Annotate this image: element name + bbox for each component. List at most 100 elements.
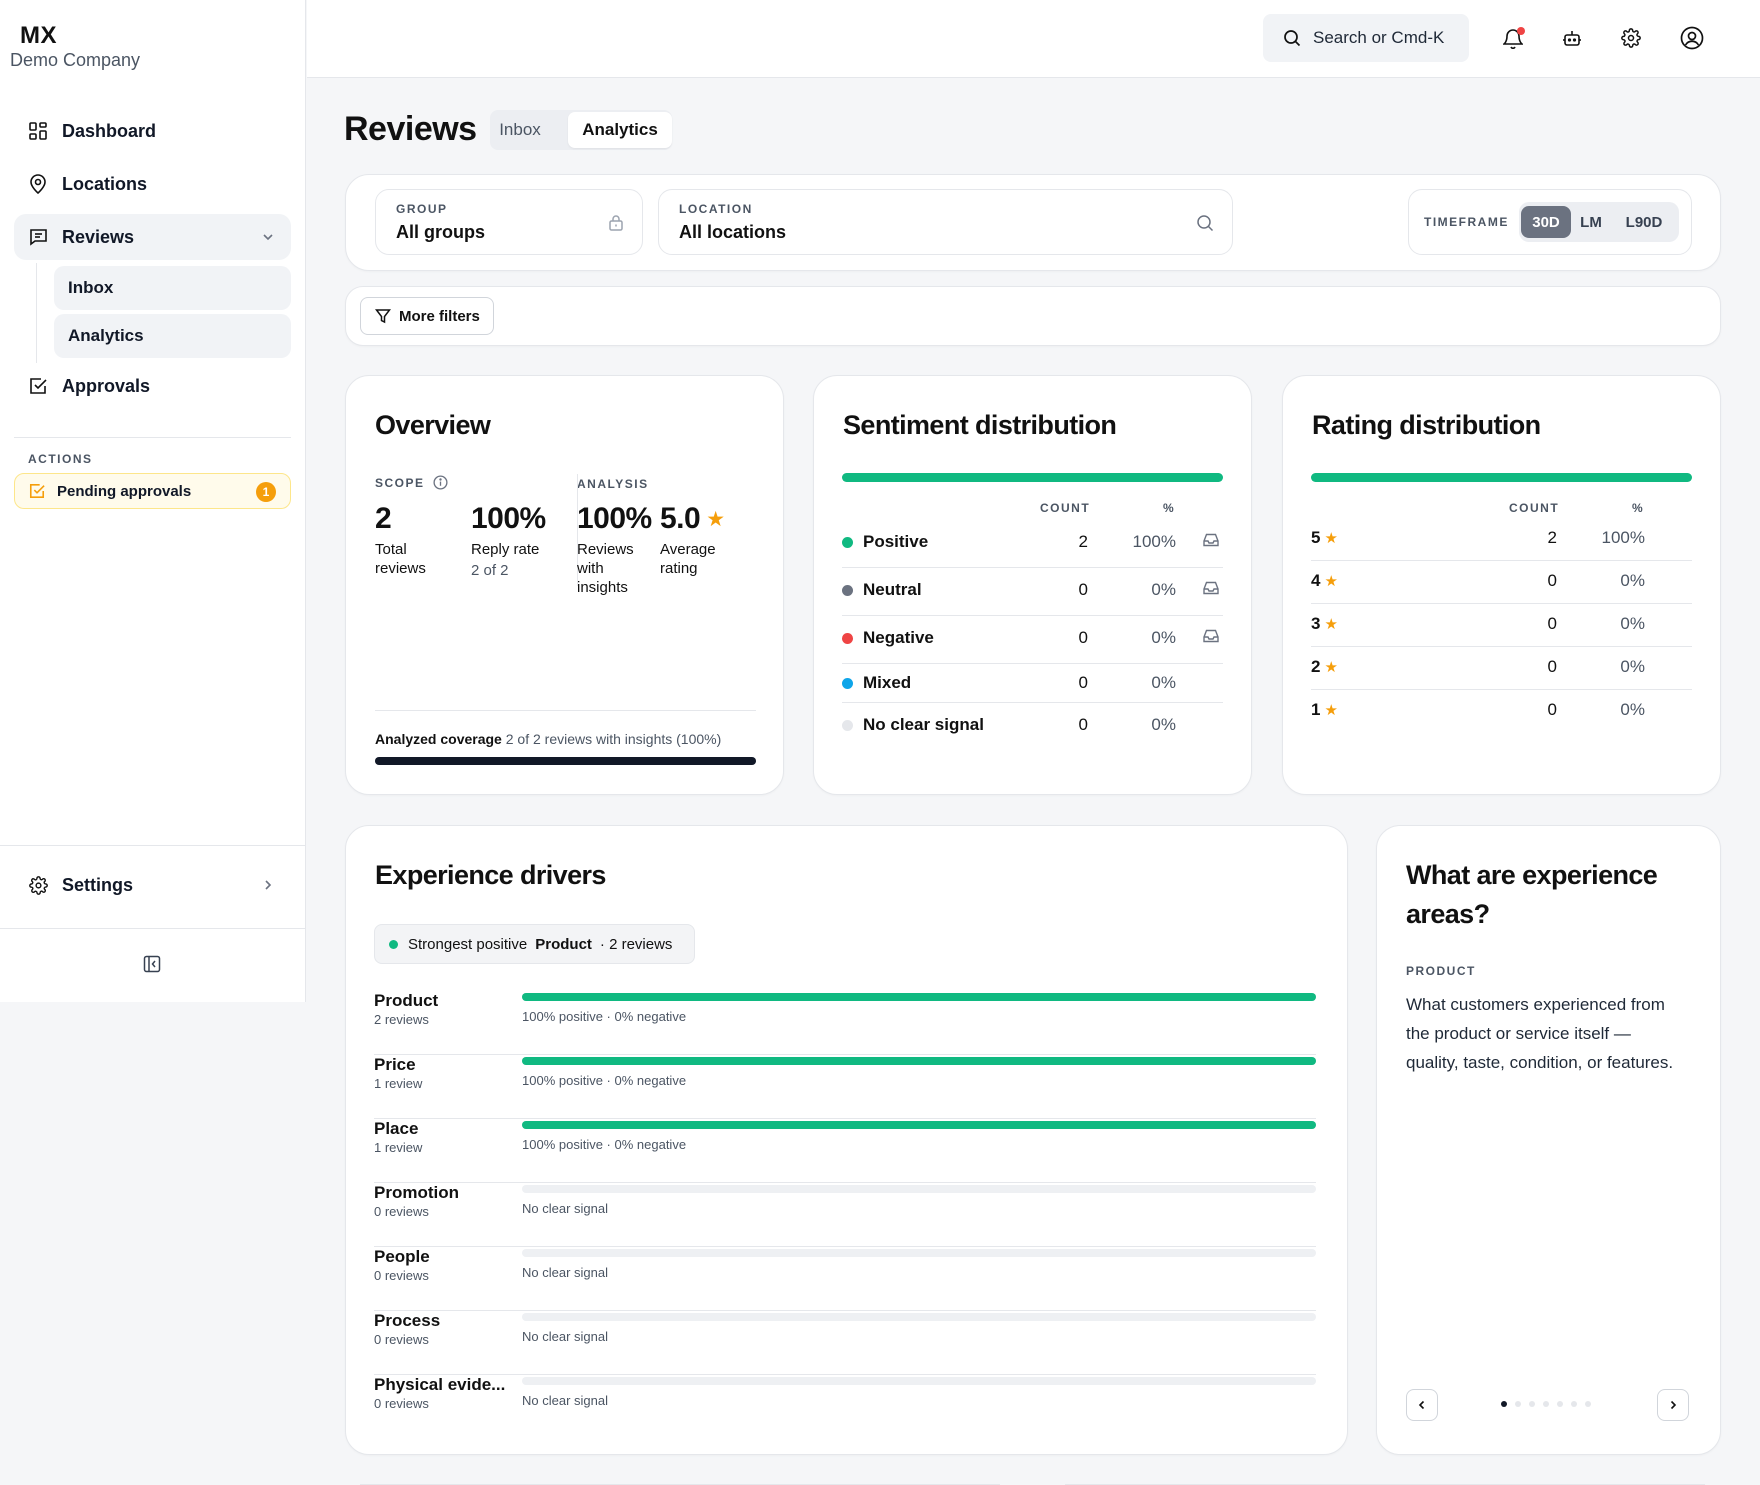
sidebar-item-settings[interactable]: Settings [14,862,291,908]
sidebar-item-label: Approvals [62,375,151,396]
group-filter[interactable]: GROUP All groups [375,189,643,255]
timeframe-label: TIMEFRAME [1424,215,1509,229]
timeframe-options: 30D LM L90D [1519,202,1679,242]
rating-percent: 0% [1620,700,1645,719]
gear-icon[interactable] [1618,25,1644,51]
sentiment-label: Positive [842,532,928,552]
coverage-progress [375,757,756,765]
strongest-positive-chip: Strongest positive Product · 2 reviews [374,924,695,964]
driver-sentiment-bar [522,1377,1316,1385]
rating-percent: 100% [1601,528,1645,547]
location-filter-label: LOCATION [679,202,753,216]
scope-heading: SCOPE [375,475,448,490]
notification-bell-icon[interactable] [1500,25,1526,51]
more-filters-label: More filters [399,307,480,325]
driver-sentiment-text: No clear signal [522,1329,608,1344]
inbox-icon[interactable] [1203,533,1219,552]
rating-row: 4 ★ 0 0% [1311,561,1692,604]
rating-percent: 0% [1620,571,1645,590]
driver-name: People [374,1247,430,1266]
driver-name: Product [374,991,439,1010]
pager-dot[interactable] [1585,1401,1591,1407]
inbox-icon[interactable] [1203,581,1219,600]
sidebar-subitem-inbox[interactable]: Inbox [54,266,291,310]
location-filter[interactable]: LOCATION All locations [658,189,1233,255]
bot-icon[interactable] [1559,25,1585,51]
strongest-suffix: · 2 reviews [599,935,673,953]
driver-sentiment-bar [522,1313,1316,1321]
pager-dot[interactable] [1515,1401,1521,1407]
sidebar-item-approvals[interactable]: Approvals [14,363,291,409]
driver-count: 0 reviews [374,1204,429,1219]
pager-dot[interactable] [1529,1401,1535,1407]
percent-header: % [1632,501,1645,515]
more-filters-button[interactable]: More filters [360,297,494,335]
user-avatar-icon[interactable] [1679,25,1705,51]
rating-count: 2 [1547,528,1557,547]
company-name[interactable]: Demo Company [10,50,141,70]
experience-area-category: PRODUCT [1406,964,1476,978]
rating-stars-value: 1 [1311,700,1321,719]
pager-dot[interactable] [1557,1401,1563,1407]
rating-distribution-card: Rating distribution COUNT % 5 ★ 2 100% 4 ★ 0 0%… [1282,375,1721,795]
pager-dot[interactable] [1501,1401,1507,1407]
sentiment-distribution-card: Sentiment distribution COUNT % Positive 2… [813,375,1252,795]
sentiment-label: Mixed [842,673,911,693]
sentiment-name: Positive [863,532,929,551]
sidebar-subitem-analytics[interactable]: Analytics [54,314,291,358]
rating-count: 0 [1547,571,1557,590]
collapse-sidebar-icon[interactable] [143,955,161,978]
sentiment-dot [842,632,853,644]
driver-name: Place [374,1119,419,1138]
inbox-icon[interactable] [1203,629,1219,648]
notification-dot [1517,27,1525,35]
rating-row: 1 ★ 0 0% [1311,690,1692,733]
timeframe-option-lm[interactable]: LM [1580,213,1602,231]
driver-row: Product 2 reviews 100% positive · 0% negat… [374,991,1316,1055]
brand-logo[interactable]: MX [20,22,57,49]
rating-count: 0 [1547,614,1557,633]
previous-button[interactable] [1406,1389,1438,1421]
star-icon: ★ [1324,616,1338,633]
driver-name: Physical evide... [374,1375,506,1394]
pending-approvals-label: Pending approvals [57,482,192,500]
tab-inbox[interactable]: Inbox [499,120,541,139]
sentiment-percent: 0% [1151,628,1176,647]
driver-positive-fill [522,1121,1316,1129]
info-icon[interactable] [432,475,448,490]
check-square-icon [28,376,48,396]
pager-dot[interactable] [1571,1401,1577,1407]
sidebar-item-reviews[interactable]: Reviews [14,214,291,260]
stat-divider [577,474,578,586]
pager-dot[interactable] [1543,1401,1549,1407]
timeframe-option-30d[interactable]: 30D [1521,206,1571,238]
sentiment-dot [842,719,853,731]
driver-row: Place 1 review 100% positive · 0% negative [374,1119,1316,1183]
driver-row: Promotion 0 reviews No clear signal [374,1183,1316,1247]
search-placeholder: Search or Cmd-K [1313,28,1445,47]
sentiment-name: Mixed [863,673,912,692]
actions-heading: ACTIONS [28,452,93,466]
sidebar-item-label: Reviews [62,226,135,247]
pending-approvals-button[interactable]: Pending approvals 1 [14,473,291,509]
sidebar-divider [14,437,291,438]
tab-analytics[interactable]: Analytics [568,112,672,148]
coverage-label: Analyzed coverage [375,731,502,747]
driver-sentiment-text: No clear signal [522,1265,608,1280]
sidebar-item-dashboard[interactable]: Dashboard [14,108,291,154]
search-input[interactable]: Search or Cmd-K [1263,14,1469,62]
next-button[interactable] [1657,1389,1689,1421]
star-icon: ★ [706,507,725,531]
sentiment-count: 2 [1078,532,1088,551]
driver-row: Physical evide... 0 reviews No clear signa… [374,1375,1316,1439]
rating-count: 0 [1547,657,1557,676]
chevron-down-icon [261,228,275,249]
sentiment-title: Sentiment distribution [843,410,1117,440]
sidebar-item-locations[interactable]: Locations [14,161,291,207]
rating-percent: 0% [1620,657,1645,676]
driver-count: 1 review [374,1076,423,1091]
pager-dots [1501,1401,1599,1407]
experience-drivers-card: Experience drivers Strongest positive Pr… [345,825,1348,1455]
average-rating-label: Average rating [660,541,716,577]
timeframe-option-l90d[interactable]: L90D [1625,213,1663,231]
